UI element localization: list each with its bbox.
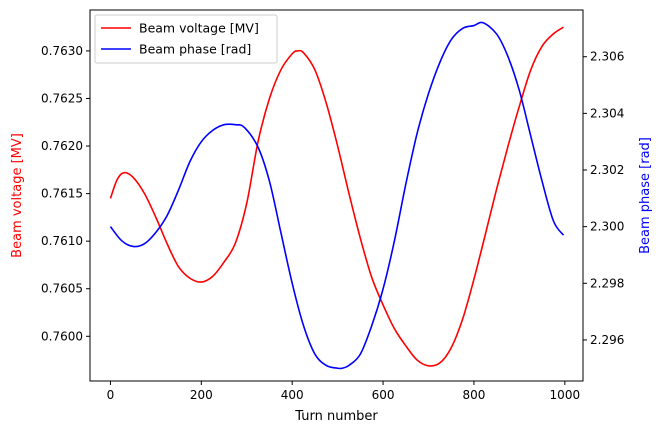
left-y-axis-label: Beam voltage [MV] (10, 133, 25, 258)
x-tick-label: 200 (190, 388, 213, 402)
right-y-tick-label: 2.306 (590, 50, 624, 64)
left-y-tick-label: 0.7625 (41, 91, 83, 105)
right-y-tick-label: 2.300 (590, 220, 624, 234)
left-y-tick-label: 0.7610 (41, 234, 83, 248)
x-axis-label: Turn number (294, 409, 378, 424)
x-tick-label: 1000 (550, 388, 581, 402)
legend-label-voltage: Beam voltage [MV] (139, 21, 259, 36)
legend-box (94, 14, 278, 64)
axis-layer: 0 200 400 600 800 1000 0.7600 0.7605 0.7610 0.761… (41, 44, 624, 402)
x-tick-label: 0 (107, 388, 115, 402)
right-y-tick-label: 2.302 (590, 163, 624, 177)
right-y-tick-label: 2.304 (590, 106, 624, 120)
legend: Beam voltage [MV] Beam phase [rad] (94, 14, 278, 64)
right-y-tick-label: 2.296 (590, 333, 624, 347)
right-y-axis-label: Beam phase [rad] (638, 137, 653, 254)
x-tick-label: 400 (281, 388, 304, 402)
series-layer (109, 21, 565, 370)
left-y-tick-label: 0.7605 (41, 282, 83, 296)
left-y-tick-label: 0.7600 (41, 329, 83, 343)
x-tick-label: 800 (462, 388, 485, 402)
legend-label-phase: Beam phase [rad] (139, 42, 251, 57)
left-y-tick-label: 0.7630 (41, 44, 83, 58)
plot-frame (89, 9, 584, 382)
voltage-series-line (109, 26, 564, 367)
x-tick-label: 600 (372, 388, 395, 402)
right-y-tick-label: 2.298 (590, 276, 624, 290)
left-y-tick-label: 0.7615 (41, 187, 83, 201)
phase-series-line (109, 21, 565, 370)
left-y-tick-label: 0.7620 (41, 139, 83, 153)
